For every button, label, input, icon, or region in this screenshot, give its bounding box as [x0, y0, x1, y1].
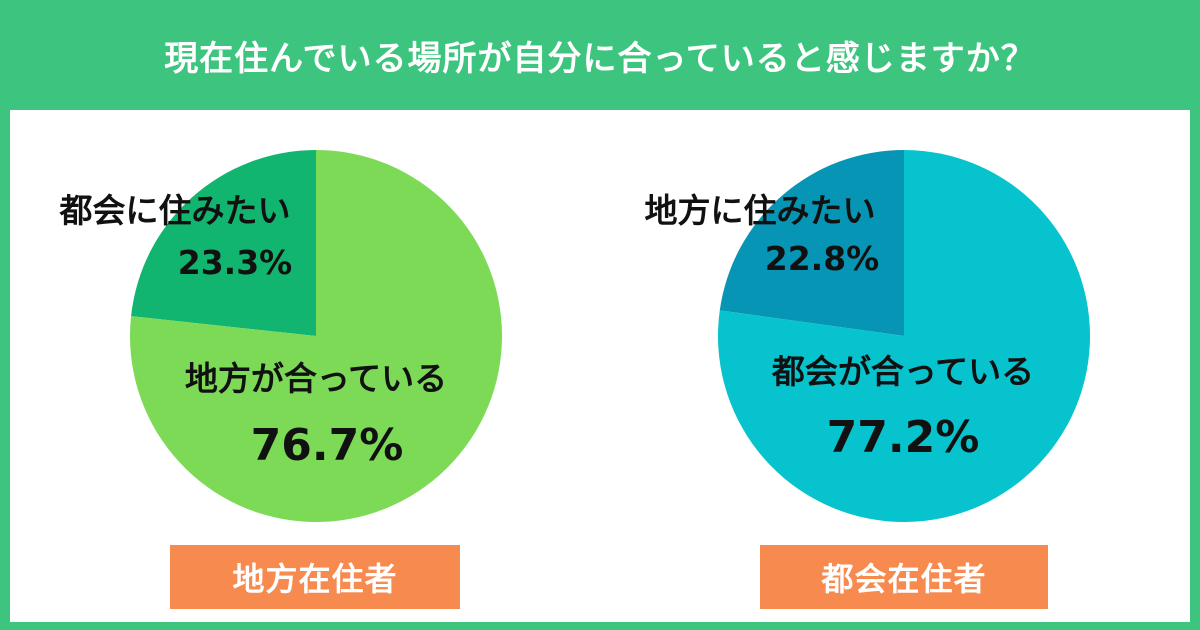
pie-chart-rural: 都会に住みたい 23.3% 地方が合っている 76.7% [59, 150, 502, 522]
pie-slice-rural-fits [129, 150, 502, 522]
slice-label-want-rural: 地方に住みたい [645, 191, 876, 230]
caption-rural-residents: 地方在住者 [170, 545, 460, 609]
pie-slice-want-city [131, 150, 316, 336]
slice-value-want-city: 23.3% [178, 243, 293, 282]
pie-chart-urban: 地方に住みたい 22.8% 都会が合っている 77.2% [645, 150, 1090, 522]
pie-slice-urban-fits [717, 150, 1090, 522]
page-title: 現在住んでいる場所が自分に合っていると感じますか？ [164, 38, 1036, 79]
caption-urban-residents: 都会在住者 [760, 545, 1048, 609]
slice-value-want-rural: 22.8% [765, 239, 880, 278]
slice-value-rural-fits: 76.7% [251, 420, 404, 471]
slice-label-urban-fits: 都会が合っている [771, 352, 1034, 391]
slice-label-rural-fits: 地方が合っている [185, 359, 447, 398]
pie-slice-want-rural [719, 150, 904, 336]
slice-label-want-city: 都会に住みたい [59, 191, 291, 230]
slice-value-urban-fits: 77.2% [827, 412, 980, 463]
